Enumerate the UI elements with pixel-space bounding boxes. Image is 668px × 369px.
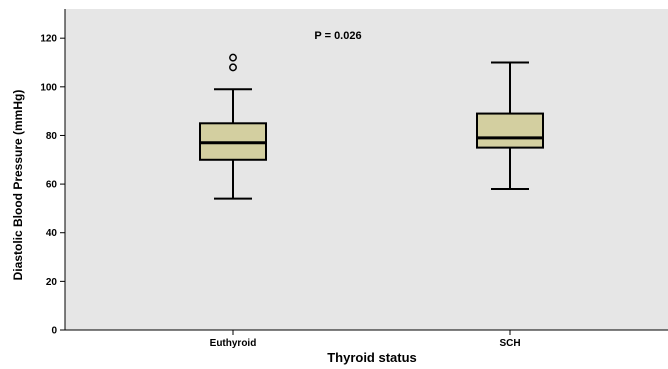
y-tick-label: 20 [46,277,58,288]
y-axis-ticks: 0 20 40 60 80 100 120 [40,34,65,337]
y-tick-label: 60 [46,180,58,191]
y-tick-label: 80 [46,131,58,142]
y-tick-label: 0 [51,326,57,337]
x-tick-label: SCH [499,338,520,349]
x-axis-title: Thyroid status [327,350,417,365]
y-tick-label: 120 [40,34,57,45]
y-tick-label: 40 [46,228,58,239]
y-axis-title: Diastolic Blood Pressure (mmHg) [11,90,25,281]
x-axis-ticks: Euthyroid SCH [210,330,521,349]
plot-area [65,9,668,330]
x-tick-label: Euthyroid [210,338,257,349]
y-tick-label: 100 [40,82,57,93]
interquartile-box [477,114,543,148]
p-value-annotation: P = 0.026 [314,30,361,42]
